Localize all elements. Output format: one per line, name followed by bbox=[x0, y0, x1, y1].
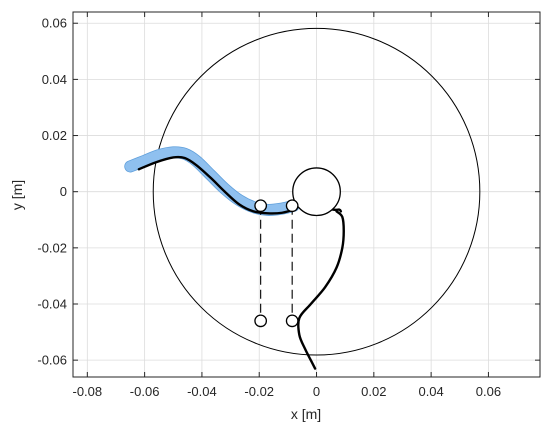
y-tick-label: -0.06 bbox=[37, 353, 67, 368]
joint-circle bbox=[285, 314, 299, 328]
x-tick-label: -0.06 bbox=[130, 384, 160, 399]
axes-frame bbox=[72, 11, 541, 378]
x-axis-label: x [m] bbox=[291, 406, 321, 422]
x-tick-label: 0.02 bbox=[361, 384, 386, 399]
ticks: -0.08 -0.06 -0.04 -0.02 0 0.02 0.04 0.06 -0.06 -0… bbox=[37, 12, 540, 399]
joint-circle bbox=[254, 314, 268, 328]
x-tick-label: -0.08 bbox=[73, 384, 103, 399]
y-axis-label: y [m] bbox=[9, 180, 25, 210]
y-tick-label: 0.02 bbox=[42, 128, 67, 143]
curve-series bbox=[297, 210, 345, 370]
curve-series bbox=[137, 155, 301, 215]
joint-circle bbox=[285, 199, 299, 213]
y-tick-label: 0.06 bbox=[42, 16, 67, 31]
band-series bbox=[125, 147, 299, 216]
plot-area bbox=[124, 27, 481, 370]
y-tick-label: -0.02 bbox=[37, 240, 67, 255]
y-tick-label: 0.04 bbox=[42, 72, 67, 87]
x-tick-label: 0.06 bbox=[476, 384, 501, 399]
reference-circle bbox=[152, 27, 481, 356]
joint-circle bbox=[254, 199, 268, 213]
x-tick-label: 0.04 bbox=[418, 384, 443, 399]
y-tick-label: -0.04 bbox=[37, 297, 67, 312]
y-tick-label: 0 bbox=[60, 184, 67, 199]
x-tick-label: -0.02 bbox=[244, 384, 274, 399]
x-tick-label: -0.04 bbox=[187, 384, 217, 399]
joint-circle bbox=[292, 167, 341, 217]
x-tick-label: 0 bbox=[313, 384, 320, 399]
